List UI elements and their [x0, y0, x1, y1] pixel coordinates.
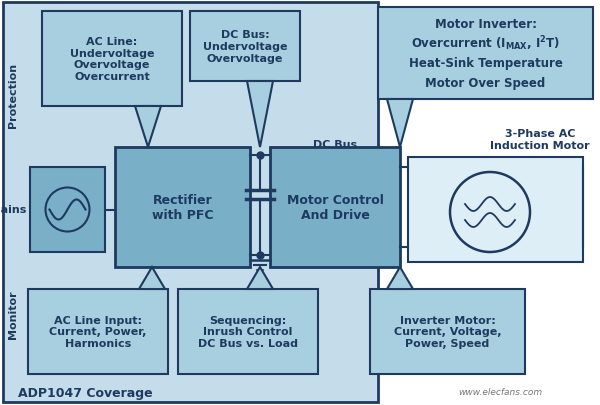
- Polygon shape: [247, 267, 273, 289]
- Bar: [408, 158, 583, 262]
- Bar: [370, 289, 525, 374]
- Polygon shape: [139, 267, 165, 289]
- Text: ADP1047 Coverage: ADP1047 Coverage: [18, 386, 152, 399]
- Text: DC Bus: DC Bus: [313, 140, 357, 149]
- Bar: [270, 148, 400, 267]
- Text: Inverter Motor:
Current, Voltage,
Power, Speed: Inverter Motor: Current, Voltage, Power,…: [394, 315, 501, 348]
- Text: AC Line Input:
Current, Power,
Harmonics: AC Line Input: Current, Power, Harmonics: [49, 315, 146, 348]
- Text: Monitor: Monitor: [8, 290, 18, 339]
- Bar: [30, 168, 105, 252]
- Text: Heat-Sink Temperature: Heat-Sink Temperature: [409, 58, 562, 70]
- Text: 3-Phase AC
Induction Motor: 3-Phase AC Induction Motor: [490, 129, 590, 150]
- Polygon shape: [135, 107, 161, 148]
- Bar: [115, 148, 250, 267]
- Bar: [190, 12, 300, 82]
- Bar: [28, 289, 168, 374]
- Polygon shape: [247, 82, 273, 148]
- Circle shape: [450, 173, 530, 252]
- Text: Sequencing:
Inrush Control
DC Bus vs. Load: Sequencing: Inrush Control DC Bus vs. Lo…: [198, 315, 298, 348]
- Text: Motor Control
And Drive: Motor Control And Drive: [287, 194, 383, 222]
- Bar: [378, 8, 593, 100]
- Text: Overcurrent (I$_{\mathregular{MAX}}$, I$^{\mathregular{2}}$T): Overcurrent (I$_{\mathregular{MAX}}$, I$…: [411, 34, 560, 53]
- Text: Rectifier
with PFC: Rectifier with PFC: [152, 194, 213, 222]
- Bar: [3, 3, 378, 402]
- Text: Protection: Protection: [8, 62, 18, 127]
- Polygon shape: [387, 267, 413, 289]
- Polygon shape: [387, 100, 413, 148]
- Text: AC Mains: AC Mains: [0, 205, 26, 215]
- Text: AC Line:
Undervoltage
Overvoltage
Overcurrent: AC Line: Undervoltage Overvoltage Overcu…: [70, 37, 154, 82]
- Text: Motor Inverter:: Motor Inverter:: [434, 17, 536, 30]
- Bar: [42, 12, 182, 107]
- Text: DC Bus:
Undervoltage
Overvoltage: DC Bus: Undervoltage Overvoltage: [203, 30, 287, 64]
- Text: Motor Over Speed: Motor Over Speed: [425, 76, 545, 89]
- Bar: [178, 289, 318, 374]
- Text: www.elecfans.com: www.elecfans.com: [458, 388, 542, 396]
